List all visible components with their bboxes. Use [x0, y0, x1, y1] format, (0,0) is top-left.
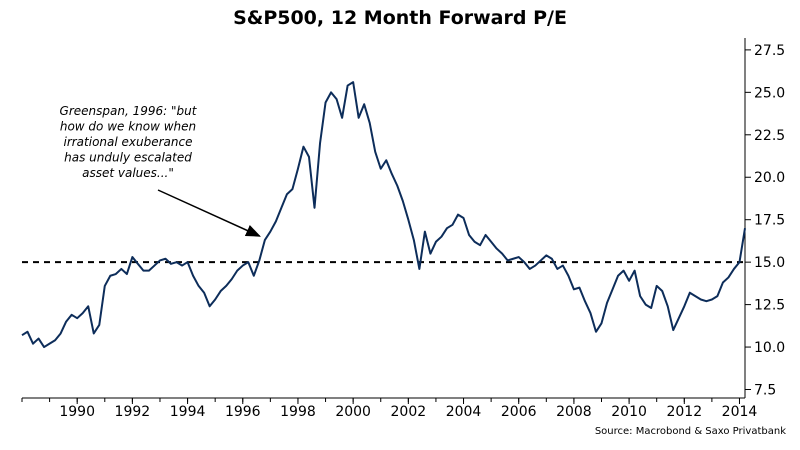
x-tick-label: 2004: [446, 404, 482, 420]
y-tick-label: 15.0: [754, 255, 785, 271]
annotation-text-line: asset values...": [82, 166, 174, 180]
y-tick-label: 12.5: [754, 298, 785, 314]
x-tick-label: 2012: [666, 404, 702, 420]
series-line: [21, 81, 746, 349]
x-tick-label: 1990: [59, 404, 95, 420]
annotation-text-line: Greenspan, 1996: "but: [60, 104, 198, 118]
y-tick-label: 17.5: [754, 213, 785, 229]
x-tick-label: 2006: [501, 404, 537, 420]
x-tick-label: 2010: [611, 404, 647, 420]
chart-title: S&P500, 12 Month Forward P/E: [233, 7, 567, 29]
x-tick-label: 2014: [722, 404, 758, 420]
source-note: Source: Macrobond & Saxo Privatbank: [594, 426, 786, 437]
annotation-text-line: has unduly escalated: [64, 151, 192, 165]
x-tick-label: 2002: [391, 404, 427, 420]
y-tick-label: 25.0: [754, 85, 785, 101]
x-tick-label: 1996: [225, 404, 261, 420]
x-tick-label: 1998: [280, 404, 316, 420]
y-tick-label: 10.0: [754, 340, 785, 356]
x-tick-label: 1994: [170, 404, 206, 420]
y-tick-label: 20.0: [754, 170, 785, 186]
y-tick-label: 27.5: [754, 43, 785, 59]
annotation-text-line: how do we know when: [60, 120, 196, 134]
x-tick-label: 1992: [115, 404, 151, 420]
annotation-arrow: [157, 189, 261, 237]
x-tick-label: 2000: [335, 404, 371, 420]
annotation-text-line: irrational exuberance: [63, 135, 192, 149]
y-tick-label: 22.5: [754, 128, 785, 144]
x-tick-label: 2008: [556, 404, 592, 420]
y-tick-label: 7.5: [754, 383, 776, 399]
